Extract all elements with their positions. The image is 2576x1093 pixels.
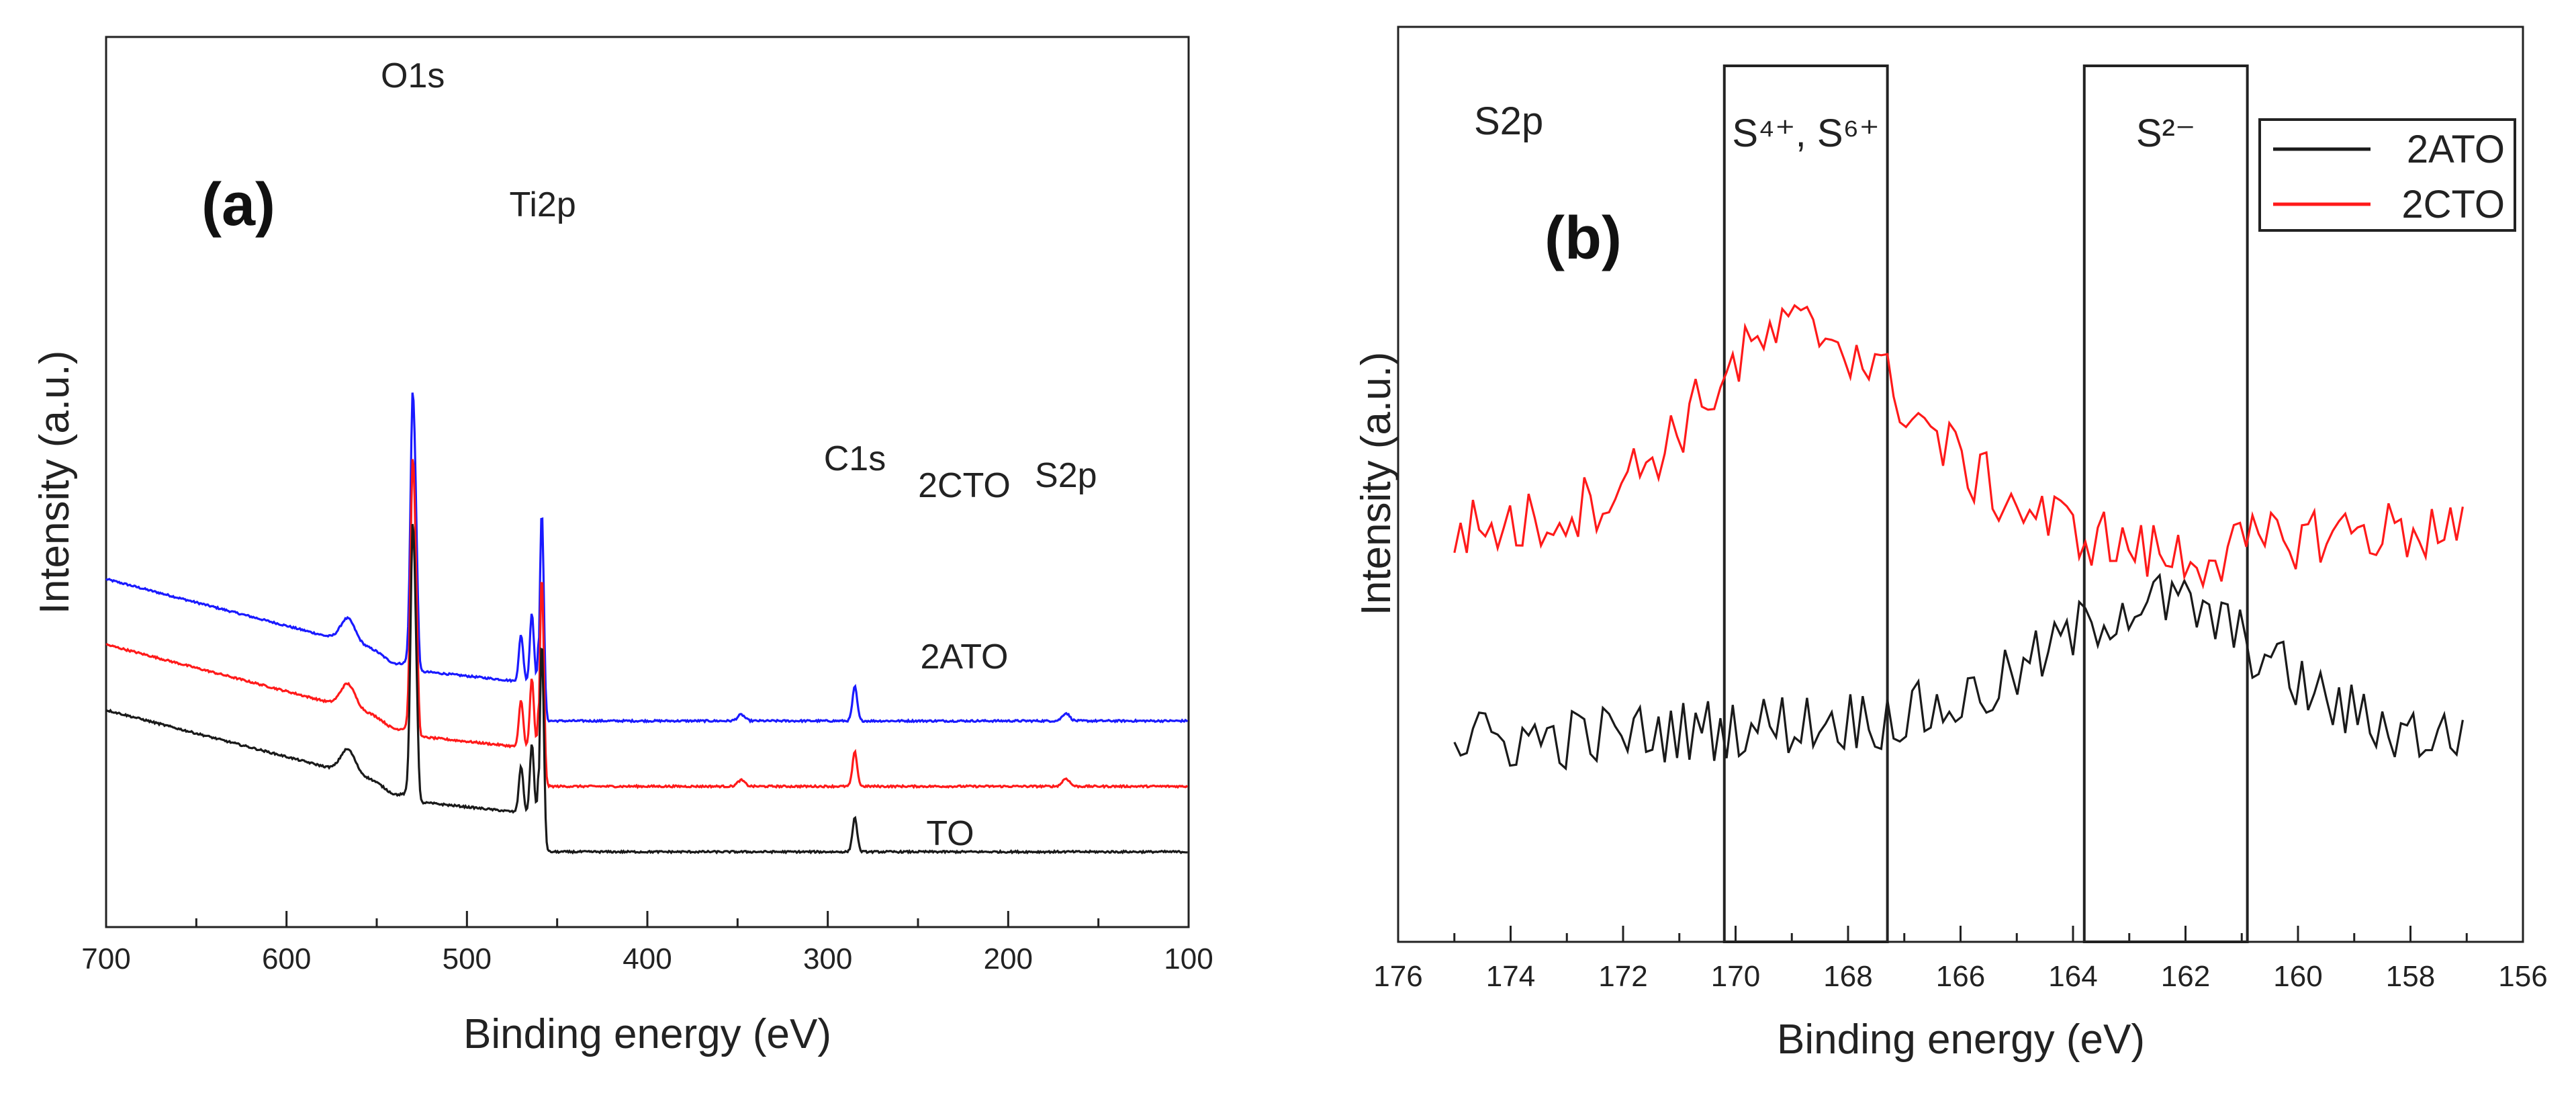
series-label-2ato: 2ATO	[920, 638, 1008, 676]
region-label-1: S²⁻	[2136, 112, 2196, 155]
series-line-2cto	[105, 392, 1189, 724]
panel-b-tick-label: 170	[1711, 960, 1760, 993]
panel-a: 700 600 500 400 300 200 100 O1s Ti2p C1s S2p 2CTO…	[32, 36, 1213, 1057]
panel-a-x-axis-label: Binding energy (eV)	[463, 1011, 831, 1057]
panel-a-tick-label: 600	[262, 943, 311, 975]
panel-a-tick-label: 700	[81, 943, 130, 975]
panel-a-tick-label: 200	[984, 943, 1033, 975]
legend-label-2ato: 2ATO	[2407, 128, 2505, 171]
panel-a-series-labels: 2CTO 2ATO TO	[918, 466, 1011, 853]
panel-b-x-ticks: 176 174 172 170 168 166 164 162 160 158 156	[1373, 926, 2548, 993]
panel-a-tick-label: 100	[1164, 943, 1213, 975]
panel-b: S⁴⁺, S⁶⁺ S²⁻ 176 174 172 170 168 166 164 162 160 1…	[1353, 26, 2548, 1063]
series-line-2ato	[105, 459, 1189, 789]
region-box-0	[1722, 64, 1889, 943]
panel-a-peak-labels: O1s Ti2p C1s S2p	[381, 56, 1097, 495]
panel-b-tick-label: 156	[2498, 960, 2547, 993]
panel-a-label: (a)	[201, 171, 275, 238]
series-label-to: TO	[926, 814, 974, 853]
panel-b-regions: S⁴⁺, S⁶⁺ S²⁻	[1722, 64, 2249, 943]
panel-b-title: S2p	[1474, 99, 1543, 143]
peak-label-o1s: O1s	[381, 56, 445, 95]
peak-label-ti2p: Ti2p	[510, 185, 576, 224]
panel-b-tick-label: 174	[1486, 960, 1535, 993]
legend-label-2cto: 2CTO	[2401, 183, 2505, 226]
peak-label-c1s: C1s	[824, 439, 886, 478]
panel-b-tick-label: 176	[1373, 960, 1422, 993]
panel-b-tick-label: 172	[1598, 960, 1647, 993]
series-line-2ato	[1453, 572, 2464, 771]
peak-label-s2p: S2p	[1035, 456, 1097, 495]
legend-box	[2258, 118, 2516, 232]
series-line-2cto	[1453, 304, 2464, 590]
panel-b-tick-label: 168	[1823, 960, 1872, 993]
panel-b-label: (b)	[1545, 205, 1622, 272]
panel-a-tick-label: 500	[443, 943, 492, 975]
panel-b-legend: 2ATO 2CTO	[2258, 118, 2516, 232]
series-line-to	[105, 523, 1188, 855]
panel-b-x-axis-label: Binding energy (eV)	[1777, 1016, 2145, 1063]
panel-b-series	[1453, 304, 2464, 771]
panel-a-tick-label: 300	[803, 943, 852, 975]
panel-b-tick-label: 160	[2273, 960, 2322, 993]
series-label-2cto: 2CTO	[918, 466, 1011, 505]
region-box-1	[2082, 64, 2249, 943]
panel-a-x-ticks: 700 600 500 400 300 200 100	[81, 911, 1213, 975]
panel-a-series	[105, 392, 1189, 855]
panel-a-plot-frame	[105, 36, 1190, 928]
panel-b-tick-label: 166	[1936, 960, 1985, 993]
panel-b-y-axis-label: Intensity (a.u.)	[1353, 352, 1399, 616]
panel-b-tick-label: 162	[2161, 960, 2210, 993]
panel-b-tick-label: 158	[2386, 960, 2435, 993]
panel-b-tick-label: 164	[2048, 960, 2097, 993]
panel-a-y-axis-label: Intensity (a.u.)	[32, 351, 78, 615]
panel-a-tick-label: 400	[623, 943, 672, 975]
region-label-0: S⁴⁺, S⁶⁺	[1732, 112, 1880, 155]
